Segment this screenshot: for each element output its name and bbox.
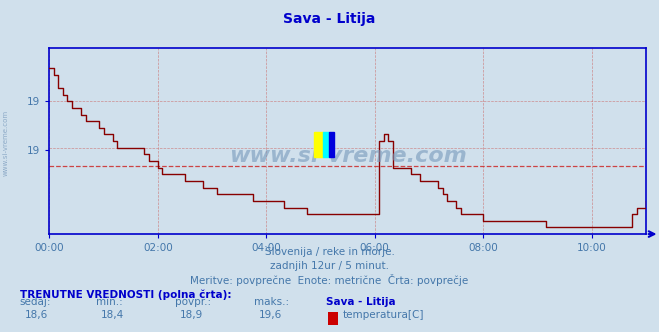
Text: Meritve: povprečne  Enote: metrične  Črta: povprečje: Meritve: povprečne Enote: metrične Črta:… — [190, 274, 469, 286]
Text: Sava - Litija: Sava - Litija — [283, 12, 376, 26]
Text: 18,4: 18,4 — [101, 310, 124, 320]
Text: temperatura[C]: temperatura[C] — [343, 310, 424, 320]
Text: www.si-vreme.com: www.si-vreme.com — [2, 110, 9, 176]
Text: maks.:: maks.: — [254, 297, 289, 307]
Text: Sava - Litija: Sava - Litija — [326, 297, 396, 307]
Text: 18,6: 18,6 — [25, 310, 48, 320]
Text: TRENUTNE VREDNOSTI (polna črta):: TRENUTNE VREDNOSTI (polna črta): — [20, 290, 231, 300]
Bar — [314, 132, 322, 157]
Text: sedaj:: sedaj: — [20, 297, 51, 307]
Text: zadnjih 12ur / 5 minut.: zadnjih 12ur / 5 minut. — [270, 261, 389, 271]
Text: 18,9: 18,9 — [180, 310, 203, 320]
Text: www.si-vreme.com: www.si-vreme.com — [229, 146, 467, 166]
Bar — [329, 132, 334, 157]
Text: Slovenija / reke in morje.: Slovenija / reke in morje. — [264, 247, 395, 257]
Text: 19,6: 19,6 — [259, 310, 282, 320]
Text: min.:: min.: — [96, 297, 123, 307]
Bar — [322, 132, 329, 157]
Text: povpr.:: povpr.: — [175, 297, 211, 307]
